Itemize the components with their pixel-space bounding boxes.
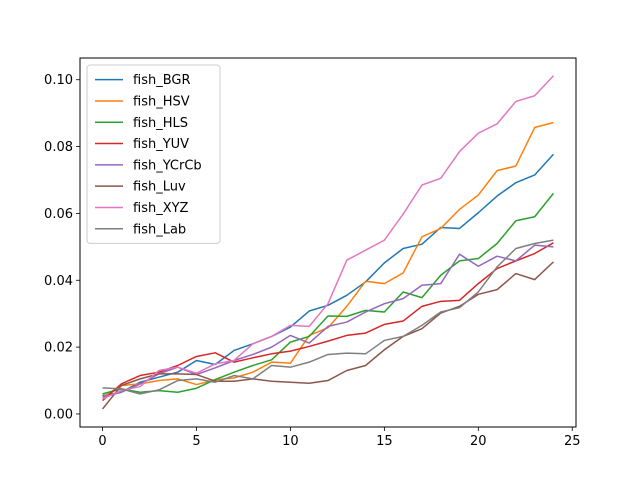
plot-area-frame — [79, 57, 577, 428]
y-tick-label: 0.08 — [44, 140, 73, 155]
x-tick-label: 0 — [98, 434, 106, 449]
y-axis-ticks: 0.00 0.02 0.04 0.06 0.08 0.10 — [44, 73, 80, 422]
legend-frame — [86, 64, 221, 244]
series-line-fish-bgr — [102, 153, 555, 397]
legend-label: fish_Lab — [133, 222, 186, 237]
x-tick-label: 15 — [376, 434, 393, 449]
legend-label: fish_BGR — [133, 73, 191, 88]
legend-label: fish_YCrCb — [133, 158, 202, 173]
x-tick-label: 10 — [282, 434, 299, 449]
y-tick-label: 0.00 — [44, 407, 73, 422]
series-line-fish-hsv — [102, 121, 554, 398]
y-tick-label: 0.02 — [44, 341, 73, 356]
series-line-fish-luv — [101, 261, 554, 410]
x-tick-label: 20 — [470, 434, 487, 449]
series-line-fish-lab — [102, 239, 554, 395]
x-tick-label: 5 — [192, 434, 200, 449]
x-axis-ticks: 0 5 10 15 20 25 — [98, 427, 581, 449]
y-tick-label: 0.10 — [44, 73, 73, 88]
series-lines — [101, 75, 555, 410]
legend-label: fish_HLS — [133, 116, 188, 131]
legend-label: fish_XYZ — [133, 201, 189, 216]
legend-label: fish_HSV — [133, 94, 190, 109]
legend-label: fish_Luv — [133, 180, 186, 195]
y-tick-label: 0.04 — [44, 274, 73, 289]
y-tick-label: 0.06 — [44, 207, 73, 222]
legend: fish_BGR fish_HSV fish_HLS fish_YUV fish_YCr… — [86, 64, 221, 244]
legend-label: fish_YUV — [133, 137, 189, 152]
series-line-fish-hls — [102, 192, 555, 395]
series-line-fish-xyz — [102, 75, 554, 400]
x-tick-label: 25 — [564, 434, 581, 449]
series-line-fish-yuv — [102, 242, 554, 402]
